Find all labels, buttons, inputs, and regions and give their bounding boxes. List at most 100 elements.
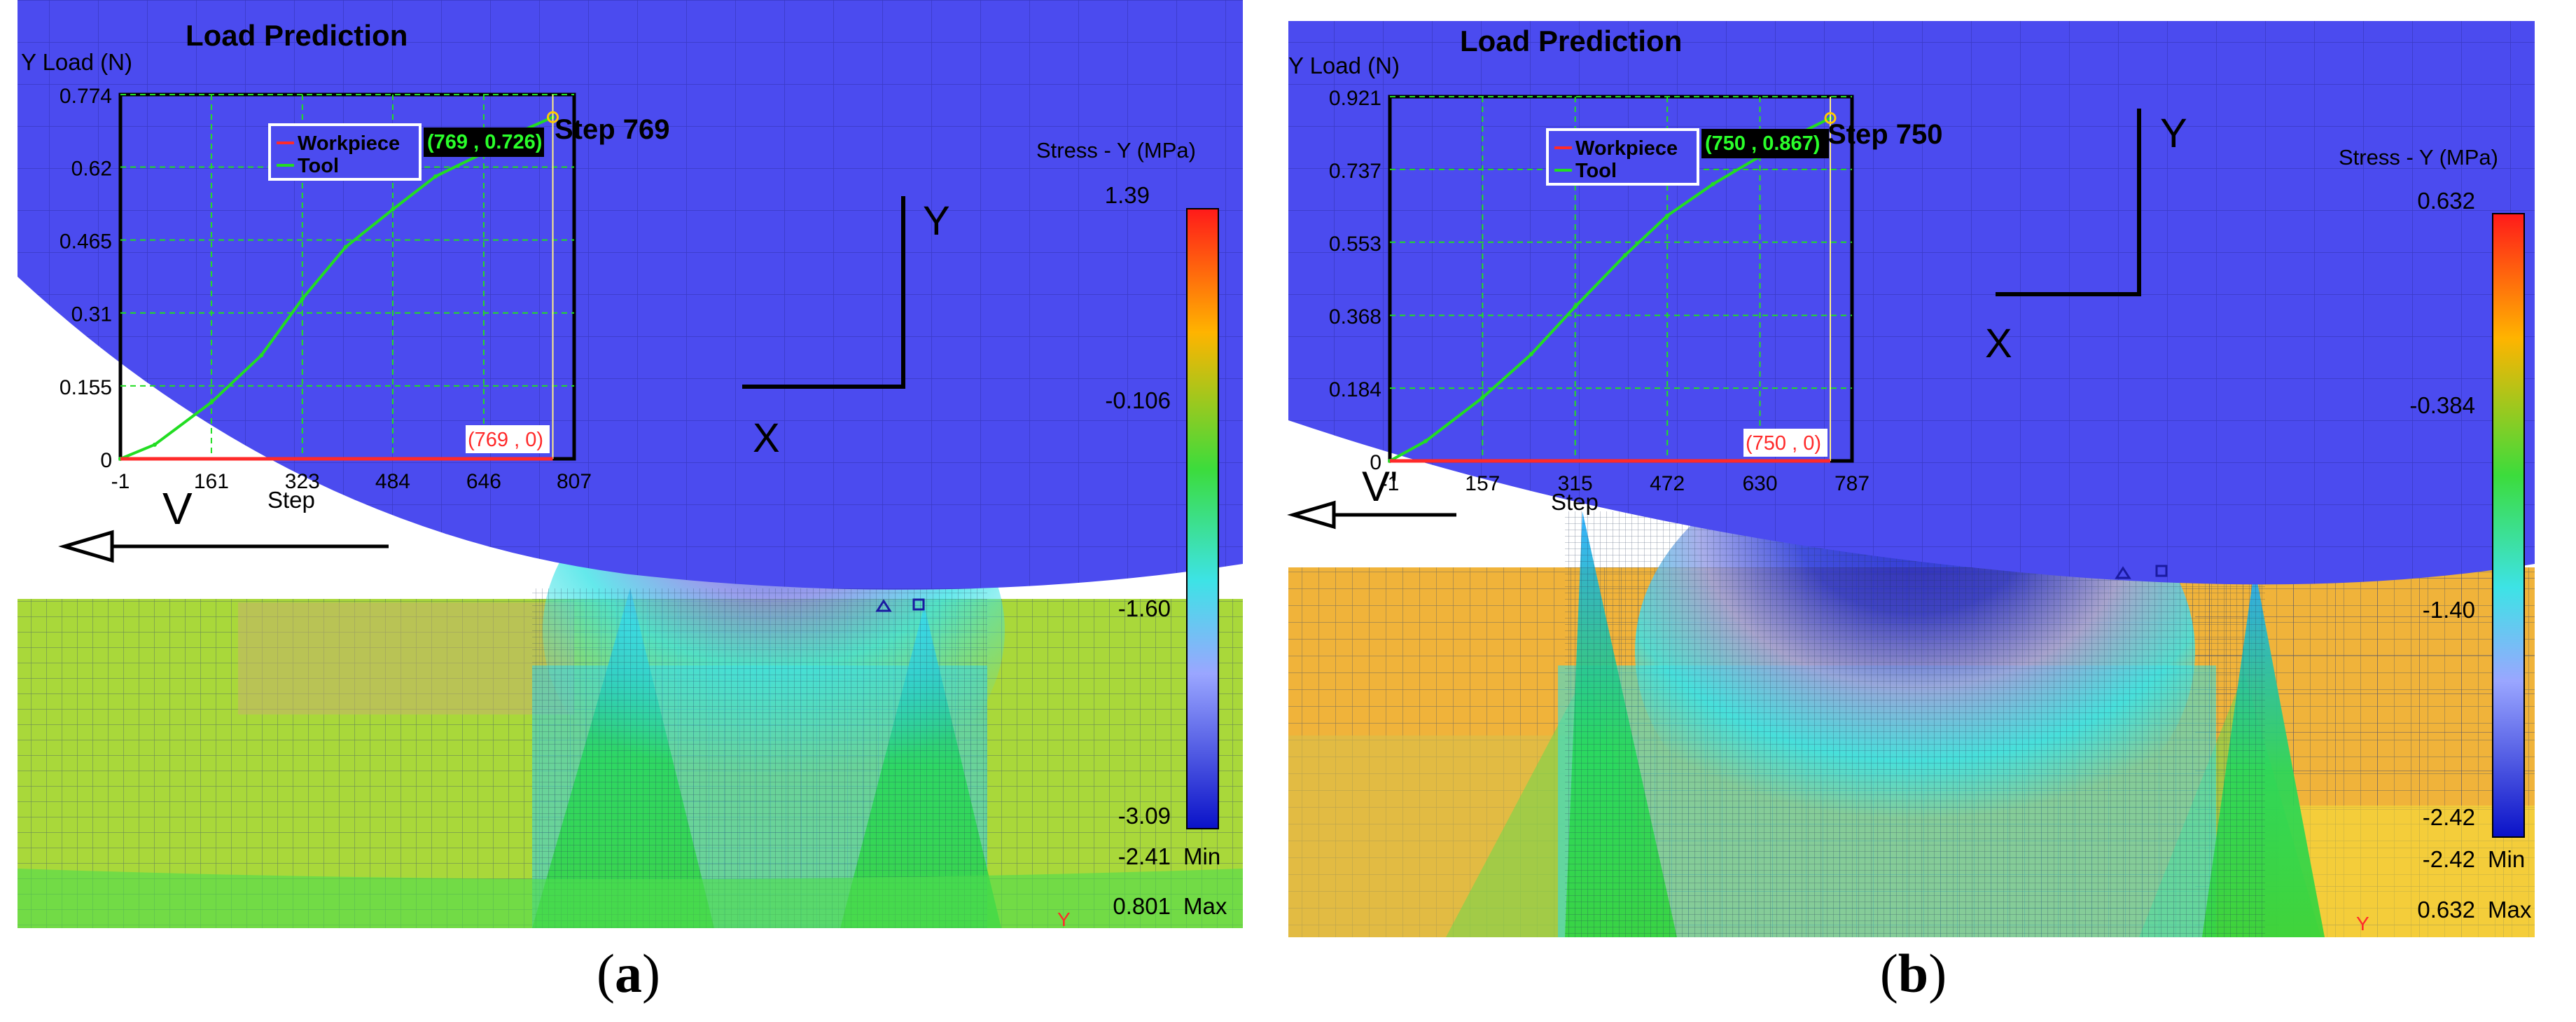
colorbar-title: Stress - Y (MPa) xyxy=(2339,145,2498,170)
x-tick-label: 646 xyxy=(466,470,501,493)
y-tick-label: 0.737 xyxy=(1329,160,1381,183)
axis-y-label: Y xyxy=(923,198,950,244)
axis-x-label: X xyxy=(753,415,780,461)
data-point xyxy=(1711,181,1715,186)
panel-a: Y X V Load Prediction Y Load (N) Step 0.… xyxy=(0,0,1257,1022)
x-tick-label: 472 xyxy=(1650,472,1685,495)
data-point xyxy=(390,207,395,212)
contact-marker xyxy=(912,598,925,611)
data-point xyxy=(343,244,348,249)
chart-title: Load Prediction xyxy=(186,19,408,52)
cursor-point xyxy=(547,111,559,123)
data-point xyxy=(1423,439,1428,443)
x-tick-label: 323 xyxy=(285,470,320,493)
point-label-bg xyxy=(424,127,544,157)
colorbar-value: -0.384 xyxy=(2409,392,2475,418)
chart-y-label: Y Load (N) xyxy=(1288,53,1400,78)
axis-y-label: Y xyxy=(2160,111,2187,156)
workpiece-b xyxy=(1288,441,2535,937)
min-label: Min xyxy=(1183,843,1220,869)
data-point xyxy=(1529,352,1533,357)
data-point xyxy=(1622,253,1627,258)
base-label-bg xyxy=(466,425,550,453)
velocity-label: V' xyxy=(1362,463,1398,510)
fem-scene-b: Y X V' Load Prediction Y Load (N) Step 0… xyxy=(1287,21,2535,937)
min-label: Min xyxy=(2488,846,2525,872)
step-label: Step 769 xyxy=(555,114,670,145)
colorbar-value: -2.42 xyxy=(2423,804,2475,830)
data-point xyxy=(152,442,157,447)
data-point xyxy=(1573,304,1578,309)
workpiece-a xyxy=(18,448,1243,928)
load-chart-a: 0.774 0.62 0.465 0.31 0.155 0-1 161 323 484 646 80… xyxy=(60,85,592,493)
chart-x-label: Step xyxy=(1551,489,1599,515)
legend-workpiece: Workpiece xyxy=(298,132,400,155)
y-tick-label: 0.553 xyxy=(1329,233,1381,256)
y-tick-label: 0.774 xyxy=(60,85,112,108)
y-tick-label: 0.465 xyxy=(60,230,112,254)
caption-a: (a) xyxy=(597,943,660,1004)
y-tick-label: 0.368 xyxy=(1329,305,1381,329)
max-label: Max xyxy=(1183,893,1227,919)
min-value: -2.42 xyxy=(2423,846,2475,872)
point-label: (750 , 0.867) xyxy=(1705,132,1820,155)
y-tick-label: 0 xyxy=(100,449,112,472)
colorbar-value: 1.39 xyxy=(1105,182,1150,208)
contact-marker xyxy=(2155,565,2168,577)
x-tick-label: 630 xyxy=(1742,472,1777,495)
contact-marker xyxy=(875,599,892,612)
y-tick-label: 0.31 xyxy=(71,303,112,326)
legend-b xyxy=(1546,128,1699,186)
x-tick-label: 787 xyxy=(1834,472,1870,495)
y-tick-label: 0.155 xyxy=(60,376,112,399)
x-tick-label: 157 xyxy=(1465,472,1500,495)
caption-letter: a xyxy=(615,943,642,1004)
load-chart-b: 0.921 0.737 0.553 0.368 0.184 0-1 157 315 472 630… xyxy=(1329,87,1870,495)
base-label-bg xyxy=(1743,429,1827,457)
base-label: (750 , 0) xyxy=(1746,432,1821,455)
data-point xyxy=(259,353,264,358)
colorbar-title: Stress - Y (MPa) xyxy=(1036,138,1196,163)
panel-b: Y X V' Load Prediction Y Load (N) Step 0… xyxy=(1285,0,2542,1022)
caption-letter: b xyxy=(1898,943,1929,1004)
data-point xyxy=(1480,395,1485,400)
point-label-bg xyxy=(1701,129,1829,158)
colorbar-value: 0.632 xyxy=(2417,188,2475,214)
fem-scene-a: Y X V Load Prediction Y Load (N) Step 0.… xyxy=(18,0,1243,930)
data-point xyxy=(1665,213,1670,218)
xy-axes-b xyxy=(1996,109,2141,296)
x-tick-label: 161 xyxy=(194,470,229,493)
x-tick-label: 484 xyxy=(375,470,410,493)
max-value: 0.632 xyxy=(2417,897,2475,923)
data-point xyxy=(300,296,305,301)
base-label: (769 , 0) xyxy=(468,429,543,451)
velocity-arrow-b xyxy=(1287,500,1456,530)
y-marker: Y xyxy=(2356,913,2369,934)
y-tick-label: 0.921 xyxy=(1329,87,1381,110)
data-point xyxy=(209,400,214,405)
chart-x-label: Step xyxy=(267,487,315,513)
x-tick-label: 807 xyxy=(557,470,592,493)
cursor-point xyxy=(1824,111,1837,124)
min-value: -2.41 xyxy=(1118,843,1171,869)
point-label: (769 , 0.726) xyxy=(427,131,542,153)
x-tick-label: -1 xyxy=(111,470,130,493)
colorbar-value: -0.106 xyxy=(1105,387,1171,413)
colorbar-value: -1.40 xyxy=(2423,597,2475,623)
tool-a xyxy=(18,0,1243,590)
y-tick-label: 0.62 xyxy=(71,157,112,180)
tool-b xyxy=(1288,21,2535,585)
legend-workpiece: Workpiece xyxy=(1575,137,1678,160)
legend-a xyxy=(268,123,422,181)
data-point xyxy=(433,174,438,179)
colorbar-value: -1.60 xyxy=(1118,595,1171,621)
chart-title: Load Prediction xyxy=(1460,25,1682,57)
y-tick-label: 0 xyxy=(1370,451,1381,474)
contact-marker xyxy=(2115,566,2131,579)
max-value: 0.801 xyxy=(1113,893,1171,919)
colorbar-b xyxy=(2492,213,2525,838)
y-marker: Y xyxy=(1057,909,1071,930)
x-tick-label: -1 xyxy=(1381,472,1400,495)
chart-y-label: Y Load (N) xyxy=(21,49,132,75)
colorbar-a xyxy=(1186,208,1219,829)
